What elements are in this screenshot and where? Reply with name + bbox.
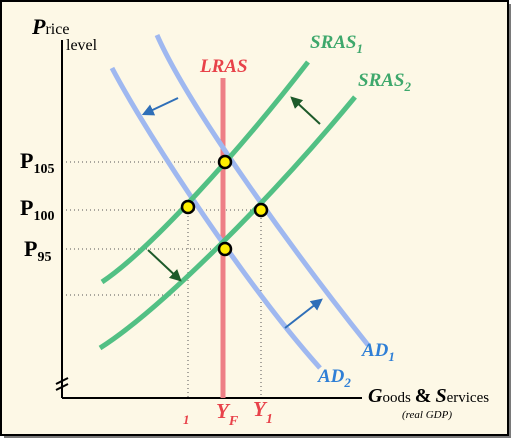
equilibrium-point — [217, 241, 233, 257]
y-axis-title-line2: level — [66, 37, 98, 54]
shift-arrow — [284, 298, 323, 329]
equilibrium-point — [253, 202, 269, 218]
label-sub: 100 — [33, 209, 54, 224]
rest: ervices — [447, 390, 490, 406]
price-label: P100 — [20, 195, 54, 224]
label-sub: 1 — [388, 349, 395, 364]
amp: & — [415, 385, 432, 407]
label-text: SRAS — [358, 70, 404, 91]
label-sub: 2 — [343, 375, 351, 390]
label-text: P — [24, 236, 37, 261]
label-text: Y — [253, 397, 268, 421]
shift-arrow — [141, 97, 179, 116]
label-sub: 95 — [37, 250, 51, 265]
ad1-curve — [154, 33, 370, 347]
equilibrium-point — [180, 199, 196, 215]
ad2-curve — [109, 66, 322, 370]
rest: oods — [382, 390, 411, 406]
label-text: P — [20, 195, 33, 220]
output-label: YF — [216, 399, 239, 429]
label-sub: F — [228, 414, 239, 429]
y-axis-title: Price — [31, 14, 69, 39]
output-label: Y1 — [253, 397, 273, 427]
ad2-label: AD2 — [317, 366, 351, 390]
lras-label: LRAS — [199, 56, 248, 77]
output-label: 1 — [183, 412, 190, 427]
axis-break — [55, 377, 69, 391]
label-text: Y — [216, 399, 231, 423]
sras1-curve — [100, 60, 310, 285]
x-axis-title: Goods & Services — [368, 385, 489, 407]
label-text: SRAS — [310, 32, 356, 53]
shift-arrow — [147, 249, 182, 282]
rest: rice — [45, 21, 69, 38]
x-axis-note: (real GDP) — [402, 409, 452, 421]
label-text: AD — [361, 340, 389, 361]
price-label: P105 — [20, 148, 54, 177]
shift-arrow — [290, 96, 321, 125]
initial: G — [368, 385, 383, 407]
equilibrium-point — [217, 154, 233, 170]
sras1-label: SRAS1 — [310, 32, 363, 56]
initial: S — [435, 385, 446, 407]
label-text: P — [20, 148, 33, 173]
label-sub: 1 — [266, 412, 273, 427]
sras2-label: SRAS2 — [358, 70, 411, 94]
label-sub: 2 — [403, 79, 411, 94]
label-sub: 105 — [33, 162, 54, 177]
label-text: AD — [317, 366, 345, 387]
frame — [0, 0, 509, 436]
initial: P — [31, 14, 46, 39]
price-label: P95 — [24, 236, 51, 265]
label-sub: 1 — [356, 41, 363, 56]
ad1-label: AD1 — [361, 340, 395, 364]
